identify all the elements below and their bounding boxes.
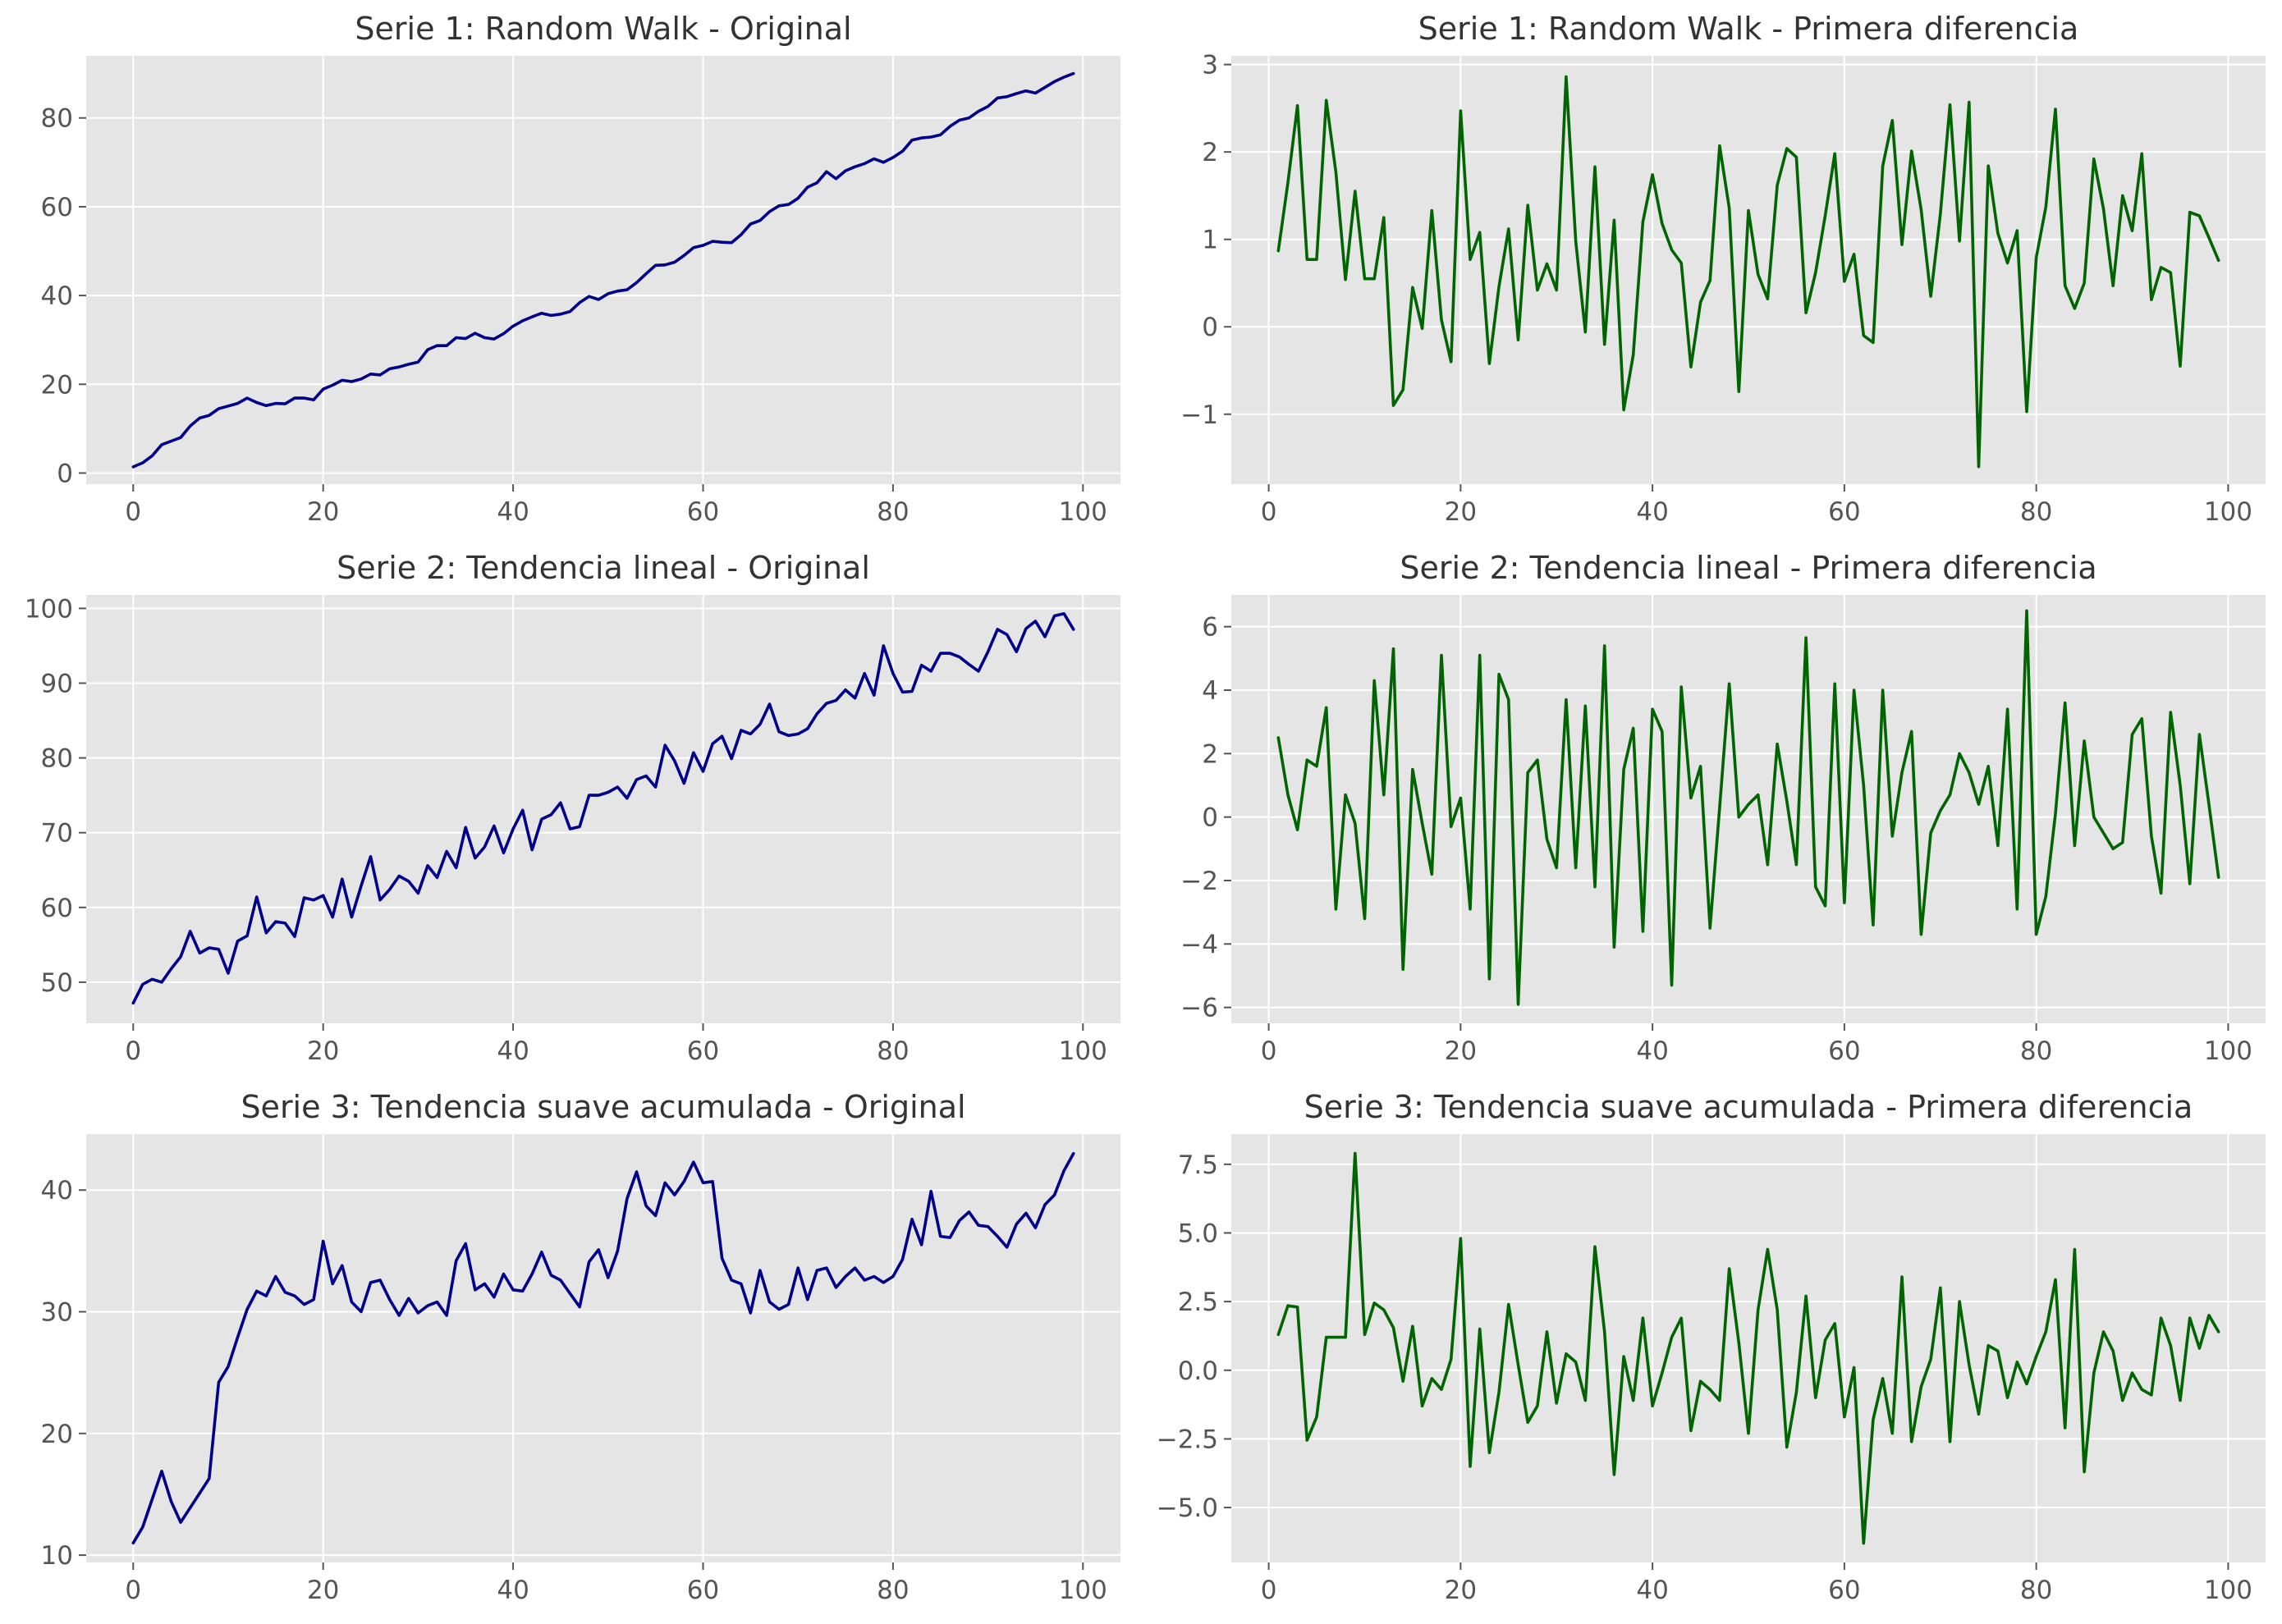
x-tick-label: 20 bbox=[1445, 1036, 1477, 1066]
y-tick-label: 0 bbox=[1202, 803, 1218, 833]
y-tick-label: 30 bbox=[41, 1298, 73, 1328]
y-tick-label: −4 bbox=[1180, 930, 1218, 959]
subplot-6: 0 20 40 60 80 100 −5.0 −2.5 0.0 2.5 5.0 7.5 Serie 3:… bbox=[1157, 1089, 2266, 1605]
subplot-2: 0 20 40 60 80 100 −1 0 1 2 3 Serie 1: Random Walk -… bbox=[1180, 11, 2266, 527]
y-tick-label: −2 bbox=[1180, 867, 1218, 896]
x-tick-label: 100 bbox=[2204, 497, 2252, 527]
x-tick-label: 40 bbox=[1636, 1036, 1668, 1066]
y-tick-label: 80 bbox=[41, 744, 73, 774]
x-tick-label: 40 bbox=[497, 497, 529, 527]
y-tick-label: 60 bbox=[41, 894, 73, 923]
x-tick-label: 20 bbox=[307, 1576, 339, 1605]
x-tick-label: 0 bbox=[125, 497, 141, 527]
series-line bbox=[131, 71, 1075, 469]
y-tick-label: 70 bbox=[41, 819, 73, 849]
x-tick-label: 60 bbox=[687, 1036, 719, 1066]
y-tick-label: 0 bbox=[1202, 313, 1218, 342]
x-tick-label: 20 bbox=[1445, 497, 1477, 527]
axes-background bbox=[86, 595, 1120, 1023]
subplot-3: 0 20 40 60 80 100 50 60 70 80 90 100 Serie 2: Tenden… bbox=[25, 550, 1120, 1066]
subplot-4: 0 20 40 60 80 100 −6 −4 −2 0 2 4 6 Serie 2: Tendencia… bbox=[1180, 550, 2266, 1066]
y-tick-label: 2 bbox=[1202, 138, 1218, 167]
y-tick-label: 60 bbox=[41, 193, 73, 222]
y-tick-label: 20 bbox=[41, 370, 73, 400]
x-tick-label: 60 bbox=[1828, 1576, 1860, 1605]
axes-background bbox=[86, 1134, 1120, 1562]
y-tick-label: −6 bbox=[1180, 994, 1218, 1023]
y-tick-label: 2.5 bbox=[1178, 1288, 1218, 1317]
y-tick-label: 20 bbox=[41, 1420, 73, 1449]
x-tick-label: 0 bbox=[125, 1576, 141, 1605]
subplot-title: Serie 2: Tendencia lineal - Original bbox=[337, 550, 870, 586]
x-tick-label: 60 bbox=[1828, 1036, 1860, 1066]
x-tick-label: 100 bbox=[2204, 1576, 2252, 1605]
subplot-title: Serie 3: Tendencia suave acumulada - Pri… bbox=[1304, 1089, 2193, 1125]
x-tick-label: 20 bbox=[307, 1036, 339, 1066]
x-tick-label: 20 bbox=[307, 497, 339, 527]
y-tick-label: 0 bbox=[57, 459, 73, 488]
x-tick-label: 40 bbox=[1636, 497, 1668, 527]
subplot-title: Serie 2: Tendencia lineal - Primera dife… bbox=[1400, 550, 2096, 586]
axes-background bbox=[1231, 1134, 2266, 1562]
x-tick-label: 0 bbox=[1261, 1576, 1277, 1605]
y-tick-label: −2.5 bbox=[1157, 1425, 1218, 1454]
series-line bbox=[1276, 1151, 2220, 1545]
y-tick-label: 10 bbox=[41, 1541, 73, 1571]
x-tick-label: 20 bbox=[1445, 1576, 1477, 1605]
y-tick-label: 4 bbox=[1202, 676, 1218, 706]
subplot-title: Serie 3: Tendencia suave acumulada - Ori… bbox=[241, 1089, 965, 1125]
series-line bbox=[1276, 75, 2220, 469]
axes-background bbox=[1231, 56, 2266, 484]
y-tick-label: −1 bbox=[1180, 400, 1218, 430]
x-tick-label: 0 bbox=[125, 1036, 141, 1066]
x-tick-label: 100 bbox=[2204, 1036, 2252, 1066]
y-tick-label: −5.0 bbox=[1157, 1494, 1218, 1523]
x-tick-label: 80 bbox=[877, 497, 909, 527]
y-tick-label: 50 bbox=[41, 968, 73, 998]
x-tick-label: 40 bbox=[497, 1036, 529, 1066]
y-tick-label: 40 bbox=[41, 1176, 73, 1205]
y-tick-label: 1 bbox=[1202, 226, 1218, 255]
x-tick-label: 100 bbox=[1059, 1576, 1107, 1605]
x-tick-label: 60 bbox=[687, 497, 719, 527]
x-tick-label: 40 bbox=[1636, 1576, 1668, 1605]
y-tick-label: 5.0 bbox=[1178, 1219, 1218, 1248]
subplot-1: 0 20 40 60 80 100 0 20 40 60 80 Serie 1: Random Wal… bbox=[41, 11, 1120, 527]
y-tick-label: 80 bbox=[41, 104, 73, 134]
y-tick-label: 2 bbox=[1202, 739, 1218, 769]
y-tick-label: 6 bbox=[1202, 613, 1218, 643]
x-tick-label: 80 bbox=[2020, 1576, 2052, 1605]
x-tick-label: 100 bbox=[1059, 497, 1107, 527]
x-tick-label: 80 bbox=[877, 1036, 909, 1066]
y-tick-label: 0.0 bbox=[1178, 1356, 1218, 1386]
y-tick-label: 3 bbox=[1202, 51, 1218, 80]
series-line bbox=[131, 1151, 1075, 1545]
subplot-title: Serie 1: Random Walk - Primera diferenci… bbox=[1418, 11, 2079, 47]
x-tick-label: 80 bbox=[877, 1576, 909, 1605]
series-line bbox=[1276, 609, 2220, 1006]
x-tick-label: 0 bbox=[1261, 497, 1277, 527]
y-tick-label: 7.5 bbox=[1178, 1151, 1218, 1180]
x-tick-label: 40 bbox=[497, 1576, 529, 1605]
x-tick-label: 60 bbox=[687, 1576, 719, 1605]
axes-background bbox=[1231, 595, 2266, 1023]
x-tick-label: 100 bbox=[1059, 1036, 1107, 1066]
y-tick-label: 100 bbox=[25, 594, 73, 624]
y-tick-label: 40 bbox=[41, 281, 73, 311]
x-tick-label: 60 bbox=[1828, 497, 1860, 527]
x-tick-label: 80 bbox=[2020, 1036, 2052, 1066]
x-tick-label: 80 bbox=[2020, 497, 2052, 527]
subplot-title: Serie 1: Random Walk - Original bbox=[355, 11, 851, 47]
subplot-5: 0 20 40 60 80 100 10 20 30 40 Serie 3: Tendencia s… bbox=[41, 1089, 1120, 1605]
y-tick-label: 90 bbox=[41, 669, 73, 698]
series-line bbox=[131, 611, 1075, 1005]
x-tick-label: 0 bbox=[1261, 1036, 1277, 1066]
